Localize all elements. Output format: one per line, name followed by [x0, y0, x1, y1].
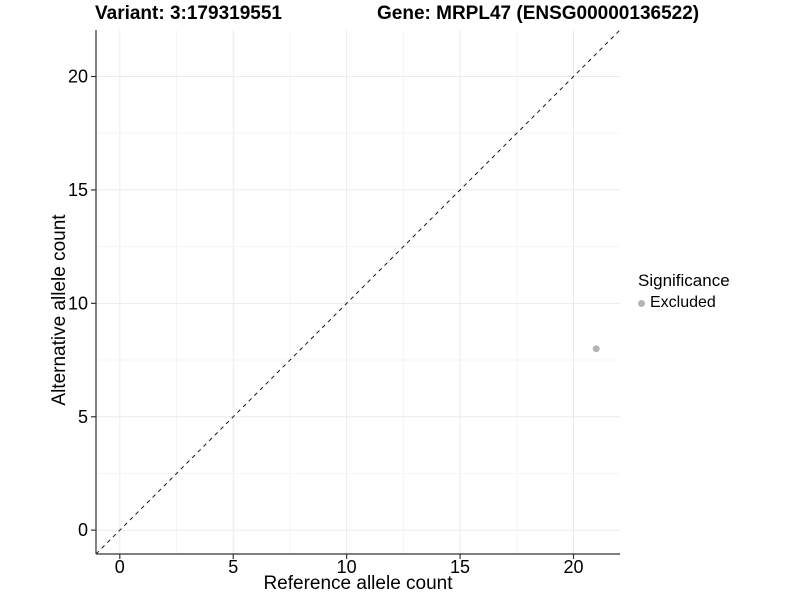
x-axis-title: Reference allele count — [263, 573, 453, 594]
y-tick-label: 5 — [78, 407, 88, 427]
axis-tick-labels: 0 5 10 15 20 0 5 10 15 20 — [68, 67, 584, 577]
grid-major-lines — [96, 30, 620, 554]
y-tick-label: 10 — [68, 293, 88, 313]
identity-dashed-line — [95, 29, 621, 555]
legend-item-excluded: Excluded — [638, 294, 730, 312]
excluded-point-icon — [638, 299, 645, 307]
y-tick-label: 20 — [68, 67, 88, 87]
y-tick-label: 15 — [68, 180, 88, 200]
y-tick-label: 0 — [78, 520, 88, 540]
x-tick-label: 15 — [450, 557, 470, 577]
legend-title: Significance — [638, 271, 730, 290]
data-point-excluded — [592, 345, 600, 353]
plot-title-variant: Variant: 3:179319551 — [95, 3, 282, 24]
x-tick-label: 0 — [115, 557, 125, 577]
plot-title-gene: Gene: MRPL47 (ENSG00000136522) — [377, 3, 700, 24]
y-axis-title: Alternative allele count — [49, 214, 70, 406]
legend-item-label: Excluded — [650, 294, 716, 311]
axis-lines — [95, 30, 620, 555]
legend: Significance Excluded — [638, 271, 730, 312]
axis-tick-marks — [91, 75, 575, 559]
data-points — [592, 345, 600, 353]
x-tick-label: 5 — [228, 557, 238, 577]
x-tick-label: 10 — [337, 557, 357, 577]
grid-minor-lines — [96, 30, 620, 554]
x-tick-label: 20 — [563, 557, 583, 577]
